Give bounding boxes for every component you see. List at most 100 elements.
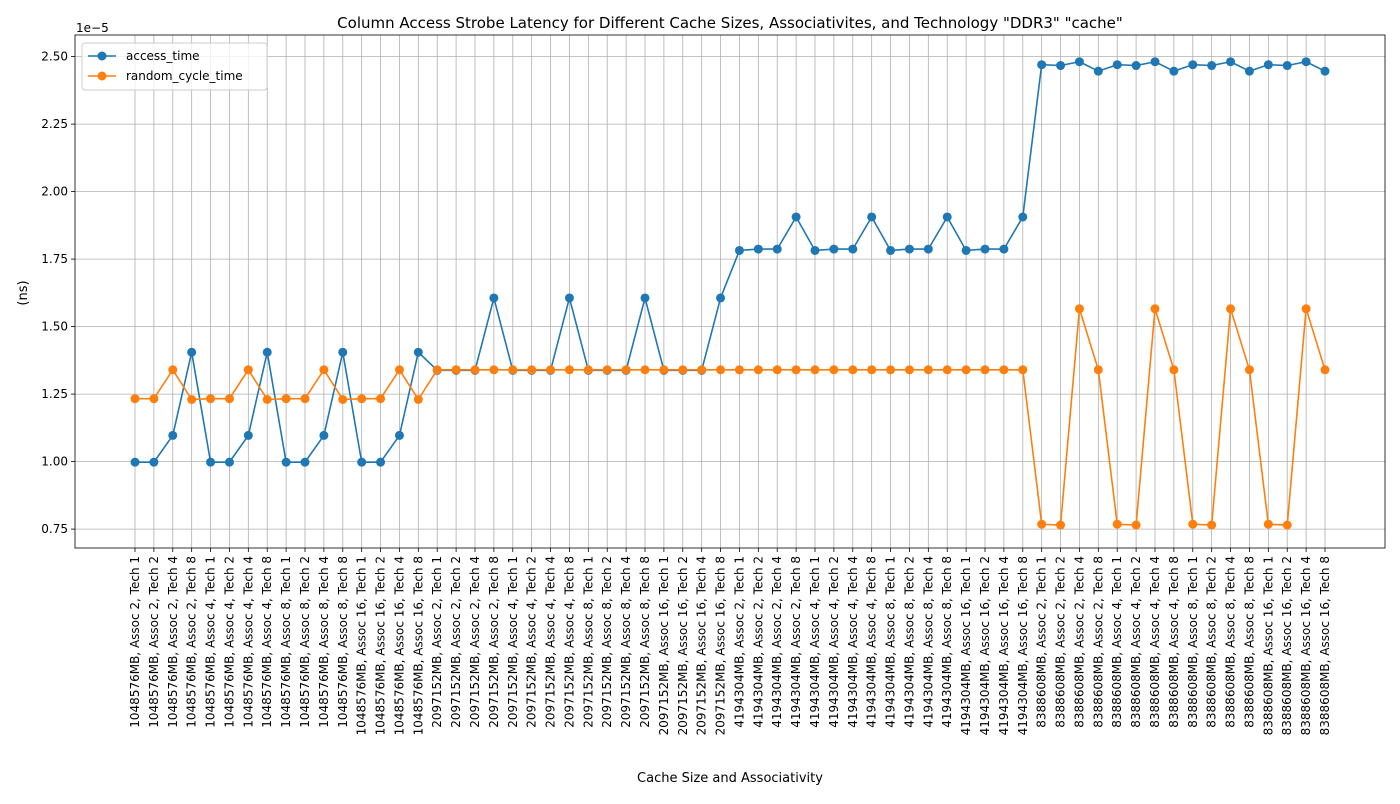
x-tick-label: 2097152MB, Assoc 4, Tech 8 xyxy=(562,556,576,728)
x-tick-labels: 1048576MB, Assoc 2, Tech 1 1048576MB, Ass… xyxy=(128,556,1332,735)
x-tick-label: 2097152MB, Assoc 8, Tech 8 xyxy=(638,556,652,728)
data-point-random-cycle-time xyxy=(999,365,1009,375)
data-point-access-time xyxy=(810,245,820,255)
data-point-random-cycle-time xyxy=(961,365,971,375)
x-tick-label: 2097152MB, Assoc 16, Tech 1 xyxy=(657,556,671,735)
data-point-access-time xyxy=(867,212,877,222)
x-tick-label: 8388608MB, Assoc 8, Tech 1 xyxy=(1186,556,1200,728)
data-point-access-time xyxy=(1056,61,1066,71)
data-point-random-cycle-time xyxy=(300,394,310,404)
data-point-access-time xyxy=(1207,61,1217,71)
x-tick-label: 8388608MB, Assoc 4, Tech 8 xyxy=(1167,556,1181,728)
x-tick-label: 2097152MB, Assoc 8, Tech 2 xyxy=(600,556,614,728)
data-point-random-cycle-time xyxy=(206,394,216,404)
x-tick-label: 8388608MB, Assoc 8, Tech 2 xyxy=(1205,556,1219,728)
x-tick-label: 2097152MB, Assoc 16, Tech 4 xyxy=(695,556,709,735)
legend-swatch-marker xyxy=(97,71,107,81)
data-point-random-cycle-time xyxy=(489,365,499,375)
data-point-access-time xyxy=(224,457,234,467)
data-point-access-time xyxy=(1150,57,1160,67)
y-tick-label: 1.75 xyxy=(41,252,68,266)
data-point-random-cycle-time xyxy=(338,395,348,404)
y-axis-label: (ns) xyxy=(16,280,31,305)
data-point-random-cycle-time xyxy=(564,365,574,375)
x-tick-label: 1048576MB, Assoc 16, Tech 4 xyxy=(392,556,406,735)
data-point-random-cycle-time xyxy=(904,365,914,375)
data-point-random-cycle-time xyxy=(130,394,140,404)
x-tick-label: 4194304MB, Assoc 16, Tech 8 xyxy=(1016,556,1030,735)
data-point-random-cycle-time xyxy=(791,365,801,375)
data-point-random-cycle-time xyxy=(281,394,291,404)
legend-entry-access-time: access_time xyxy=(88,49,200,63)
x-tick-label: 4194304MB, Assoc 2, Tech 2 xyxy=(751,556,765,728)
data-point-random-cycle-time xyxy=(923,365,933,375)
data-point-random-cycle-time xyxy=(224,394,234,404)
x-tick-label: 8388608MB, Assoc 2, Tech 8 xyxy=(1091,556,1105,728)
data-point-random-cycle-time xyxy=(470,365,480,375)
x-tick-label: 1048576MB, Assoc 16, Tech 8 xyxy=(411,556,425,735)
data-point-access-time xyxy=(1301,57,1311,67)
x-tick-label: 1048576MB, Assoc 8, Tech 2 xyxy=(298,556,312,728)
data-point-random-cycle-time xyxy=(413,395,423,404)
x-tick-label: 4194304MB, Assoc 8, Tech 2 xyxy=(902,556,916,728)
data-point-access-time xyxy=(413,347,423,357)
x-tick-label: 4194304MB, Assoc 2, Tech 4 xyxy=(770,556,784,728)
x-tick-label: 1048576MB, Assoc 8, Tech 1 xyxy=(279,556,293,728)
legend-label: random_cycle_time xyxy=(126,69,243,83)
x-tick-label: 2097152MB, Assoc 2, Tech 4 xyxy=(468,556,482,728)
data-point-access-time xyxy=(168,430,178,440)
x-tick-label: 4194304MB, Assoc 16, Tech 2 xyxy=(978,556,992,735)
y-axis-offset-label: 1e−5 xyxy=(76,21,109,35)
x-tick-label: 8388608MB, Assoc 4, Tech 4 xyxy=(1148,556,1162,728)
x-tick-label: 2097152MB, Assoc 2, Tech 8 xyxy=(487,556,501,728)
data-point-access-time xyxy=(1169,66,1179,76)
x-tick-label: 2097152MB, Assoc 2, Tech 2 xyxy=(449,556,463,728)
x-tick-label: 8388608MB, Assoc 4, Tech 2 xyxy=(1129,556,1143,728)
x-tick-label: 8388608MB, Assoc 4, Tech 1 xyxy=(1110,556,1124,728)
data-point-access-time xyxy=(357,457,367,467)
data-point-random-cycle-time xyxy=(1244,365,1254,375)
x-tick-label: 1048576MB, Assoc 8, Tech 4 xyxy=(317,556,331,728)
data-point-access-time xyxy=(206,457,216,467)
data-point-access-time xyxy=(829,244,839,254)
data-point-random-cycle-time xyxy=(1169,365,1179,375)
data-point-random-cycle-time xyxy=(1188,519,1198,529)
data-point-access-time xyxy=(1320,66,1330,76)
data-point-random-cycle-time xyxy=(753,365,763,375)
y-tick-label: 2.25 xyxy=(41,117,68,131)
data-point-random-cycle-time xyxy=(697,365,707,375)
x-tick-label: 1048576MB, Assoc 4, Tech 4 xyxy=(241,556,255,728)
data-point-random-cycle-time xyxy=(187,395,197,404)
data-point-random-cycle-time xyxy=(848,365,858,375)
data-point-access-time xyxy=(394,430,404,440)
data-point-random-cycle-time xyxy=(886,365,896,375)
x-tick-label: 8388608MB, Assoc 16, Tech 8 xyxy=(1318,556,1332,735)
data-point-access-time xyxy=(319,430,329,440)
data-point-access-time xyxy=(772,244,782,254)
x-tick-label: 4194304MB, Assoc 8, Tech 1 xyxy=(884,556,898,728)
x-tick-label: 2097152MB, Assoc 16, Tech 2 xyxy=(676,556,690,735)
x-tick-label: 2097152MB, Assoc 8, Tech 1 xyxy=(581,556,595,728)
data-point-access-time xyxy=(999,244,1009,254)
data-point-access-time xyxy=(923,244,933,254)
x-tick-label: 2097152MB, Assoc 4, Tech 1 xyxy=(506,556,520,728)
data-point-random-cycle-time xyxy=(772,365,782,375)
data-point-random-cycle-time xyxy=(1018,365,1028,375)
x-tick-label: 4194304MB, Assoc 8, Tech 4 xyxy=(921,556,935,728)
data-point-random-cycle-time xyxy=(319,365,329,375)
data-point-random-cycle-time xyxy=(357,394,367,404)
data-point-random-cycle-time xyxy=(621,365,631,375)
data-point-random-cycle-time xyxy=(546,365,556,375)
x-tick-label: 4194304MB, Assoc 4, Tech 4 xyxy=(846,556,860,728)
data-point-access-time xyxy=(886,245,896,255)
x-tick-label: 1048576MB, Assoc 4, Tech 8 xyxy=(260,556,274,728)
data-point-access-time xyxy=(1282,61,1292,71)
y-tick-label: 0.75 xyxy=(41,522,68,536)
data-point-access-time xyxy=(1037,60,1047,70)
x-tick-label: 4194304MB, Assoc 16, Tech 4 xyxy=(997,556,1011,735)
x-tick-label: 2097152MB, Assoc 16, Tech 8 xyxy=(714,556,728,735)
legend-swatch-marker xyxy=(97,51,107,61)
y-tick-label: 1.00 xyxy=(41,455,68,469)
x-tick-label: 4194304MB, Assoc 4, Tech 1 xyxy=(808,556,822,728)
